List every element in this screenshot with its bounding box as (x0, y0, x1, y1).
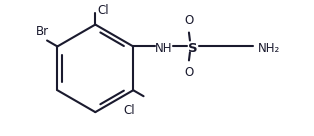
Text: O: O (184, 14, 193, 27)
Text: O: O (184, 66, 193, 79)
Text: NH: NH (155, 42, 173, 55)
Text: Cl: Cl (123, 104, 135, 117)
Text: Br: Br (35, 25, 49, 38)
Text: Cl: Cl (97, 4, 109, 17)
Text: NH₂: NH₂ (257, 42, 280, 55)
Text: S: S (188, 42, 198, 55)
